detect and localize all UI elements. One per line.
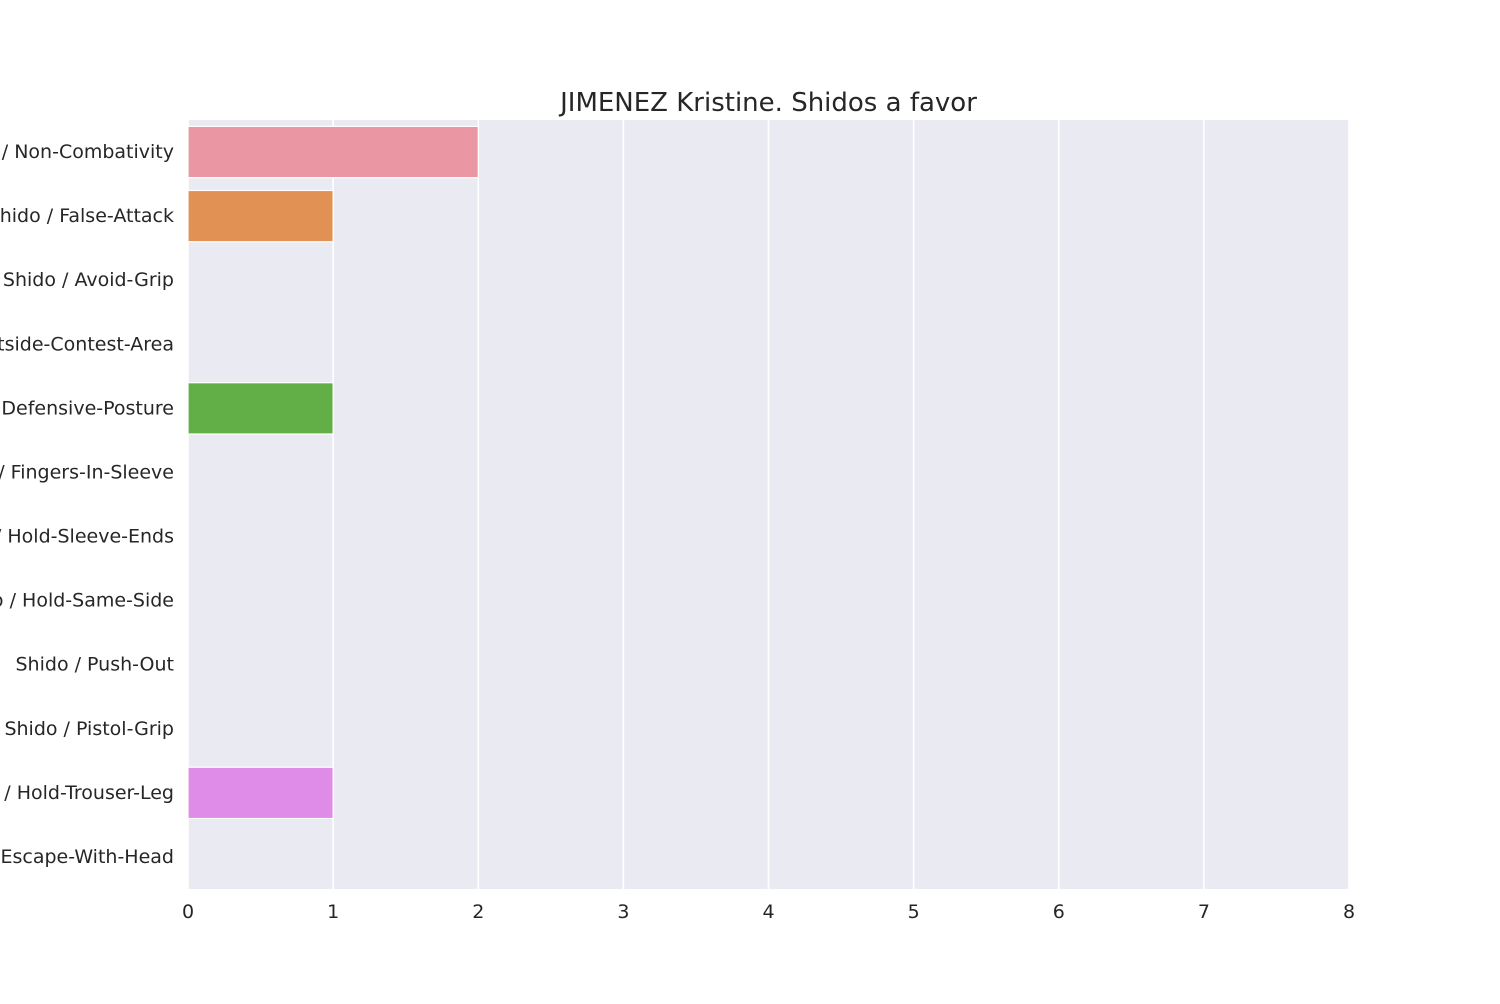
y-tick-label-2: Shido / False-Attack bbox=[0, 205, 174, 227]
bar-5 bbox=[187, 382, 334, 435]
x-tick-label-4: 4 bbox=[762, 901, 774, 923]
x-tick-label-2: 2 bbox=[472, 901, 484, 923]
y-tick-label-10: Shido / Pistol-Grip bbox=[4, 718, 174, 740]
x-tick-label-6: 6 bbox=[1053, 901, 1065, 923]
y-tick-label-12: Shido / Escape-With-Head bbox=[0, 846, 174, 868]
y-tick-labels: Shido / Non-Combativity Shido / False-Att… bbox=[0, 141, 174, 868]
x-tick-label-0: 0 bbox=[182, 901, 194, 923]
y-tick-label-5: Shido / Defensive-Posture bbox=[0, 397, 174, 419]
y-tick-label-6: Shido / Fingers-In-Sleeve bbox=[0, 461, 174, 483]
bar-1 bbox=[187, 125, 479, 179]
bar-11 bbox=[187, 766, 334, 820]
x-tick-label-8: 8 bbox=[1343, 901, 1355, 923]
grid-lines bbox=[187, 120, 1350, 889]
x-tick-label-3: 3 bbox=[617, 901, 629, 923]
y-tick-label-4: Shido / Outside-Contest-Area bbox=[0, 333, 174, 355]
x-tick-label-7: 7 bbox=[1198, 901, 1210, 923]
y-tick-label-9: Shido / Push-Out bbox=[16, 654, 175, 676]
y-tick-label-3: Shido / Avoid-Grip bbox=[3, 269, 174, 291]
y-tick-label-1: Shido / Non-Combativity bbox=[0, 141, 174, 163]
y-tick-label-11: Shido / Hold-Trouser-Leg bbox=[0, 782, 174, 804]
x-tick-labels: 0 1 2 3 4 5 6 7 8 bbox=[182, 901, 1355, 923]
bar-2 bbox=[187, 189, 334, 243]
x-tick-label-5: 5 bbox=[908, 901, 920, 923]
y-tick-label-7: Shido / Hold-Sleeve-Ends bbox=[0, 526, 174, 548]
bars bbox=[187, 125, 479, 820]
chart-title: JIMENEZ Kristine. Shidos a favor bbox=[558, 88, 977, 118]
y-tick-label-8: Shido / Hold-Same-Side bbox=[0, 590, 174, 612]
x-tick-label-1: 1 bbox=[327, 901, 339, 923]
